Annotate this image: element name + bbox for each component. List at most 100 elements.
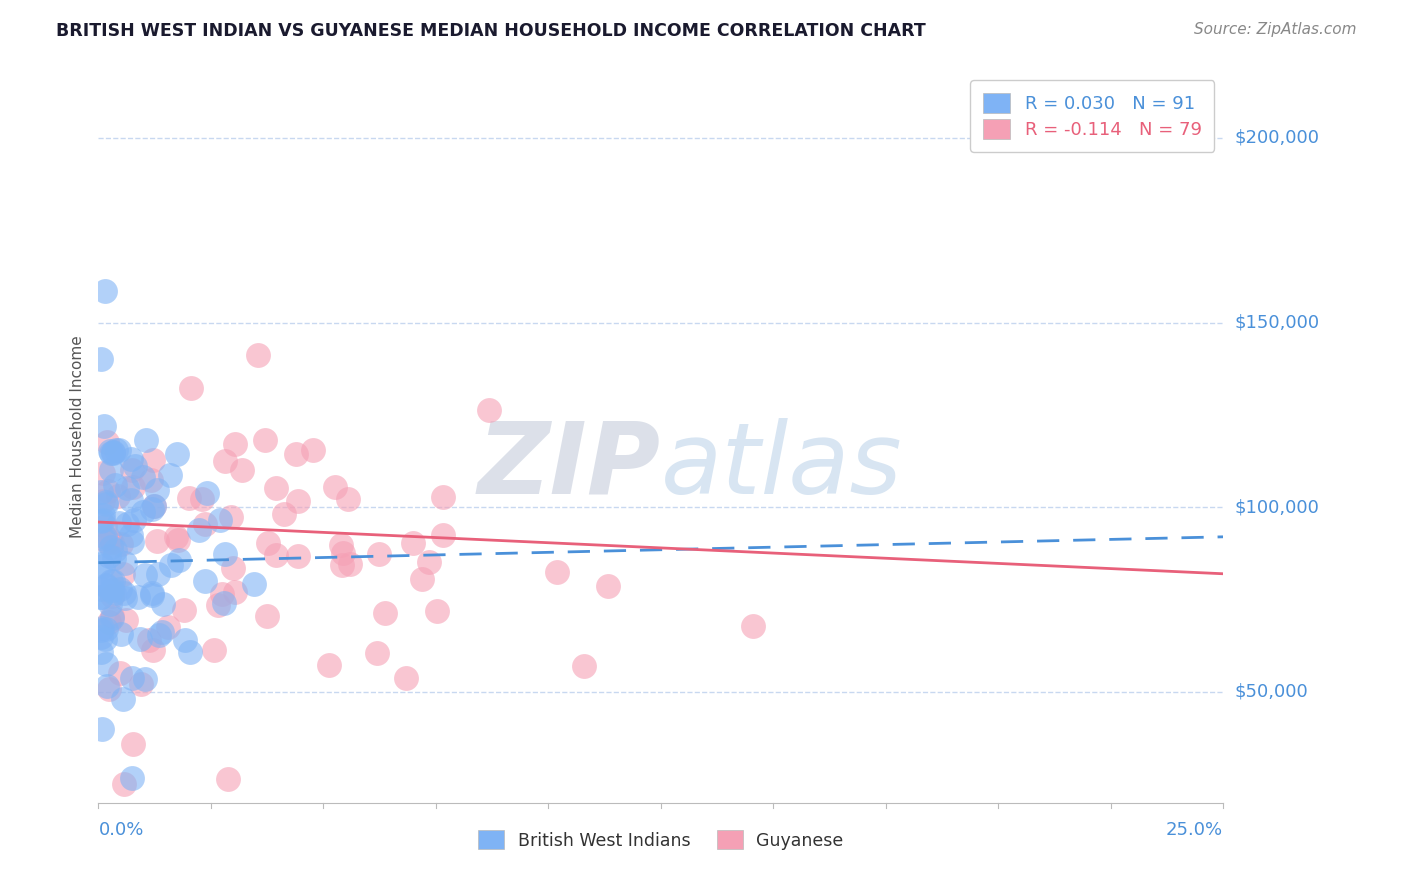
Point	[367, 547, 389, 561]
Text: ZIP: ZIP	[478, 417, 661, 515]
Point	[339, 557, 361, 571]
Point	[101, 609, 124, 624]
Point	[256, 609, 278, 624]
Point	[112, 586, 135, 600]
Point	[98, 615, 121, 630]
Text: 25.0%: 25.0%	[1166, 822, 1223, 839]
Point	[166, 447, 188, 461]
Text: BRITISH WEST INDIAN VS GUYANESE MEDIAN HOUSEHOLD INCOME CORRELATION CHART: BRITISH WEST INDIAN VS GUYANESE MEDIAN H…	[56, 22, 927, 40]
Point	[478, 402, 501, 417]
Point	[546, 566, 568, 580]
Point	[90, 591, 112, 605]
Point	[285, 446, 308, 460]
Point	[97, 483, 120, 498]
Point	[93, 632, 115, 647]
Point	[94, 622, 117, 636]
Point	[129, 677, 152, 691]
Point	[212, 596, 235, 610]
Point	[101, 444, 124, 458]
Point	[159, 468, 181, 483]
Text: $50,000: $50,000	[1234, 683, 1308, 701]
Point	[115, 481, 138, 495]
Point	[138, 632, 160, 647]
Point	[96, 434, 118, 449]
Point	[121, 772, 143, 786]
Point	[114, 591, 136, 605]
Point	[94, 578, 117, 592]
Point	[194, 574, 217, 588]
Point	[90, 582, 112, 596]
Point	[253, 434, 276, 448]
Point	[432, 490, 454, 504]
Point	[108, 442, 131, 457]
Point	[318, 657, 340, 672]
Point	[101, 610, 124, 624]
Point	[214, 548, 236, 562]
Point	[93, 518, 115, 533]
Point	[332, 545, 354, 559]
Point	[418, 555, 440, 569]
Point	[96, 578, 118, 592]
Point	[98, 681, 121, 696]
Point	[93, 532, 115, 546]
Point	[742, 618, 765, 632]
Text: $150,000: $150,000	[1234, 314, 1319, 332]
Point	[94, 497, 117, 511]
Point	[146, 534, 169, 549]
Point	[90, 514, 112, 528]
Point	[411, 572, 433, 586]
Point	[188, 523, 211, 537]
Point	[90, 484, 112, 499]
Point	[103, 550, 125, 565]
Point	[98, 532, 121, 546]
Point	[330, 558, 353, 572]
Point	[141, 501, 163, 516]
Point	[127, 591, 149, 605]
Point	[194, 516, 217, 531]
Point	[337, 491, 360, 506]
Point	[169, 553, 191, 567]
Point	[91, 559, 114, 574]
Point	[574, 659, 596, 673]
Point	[243, 576, 266, 591]
Point	[122, 737, 145, 751]
Point	[120, 452, 142, 467]
Point	[105, 442, 128, 457]
Point	[100, 463, 122, 477]
Point	[142, 643, 165, 657]
Point	[224, 437, 246, 451]
Point	[121, 671, 143, 685]
Point	[207, 598, 229, 612]
Point	[222, 560, 245, 574]
Text: Source: ZipAtlas.com: Source: ZipAtlas.com	[1194, 22, 1357, 37]
Point	[134, 672, 156, 686]
Point	[112, 777, 135, 791]
Point	[287, 549, 309, 564]
Point	[90, 621, 112, 635]
Point	[110, 537, 132, 551]
Point	[366, 646, 388, 660]
Point	[124, 458, 146, 473]
Point	[91, 722, 114, 736]
Point	[96, 534, 118, 549]
Point	[98, 549, 121, 563]
Point	[104, 542, 127, 557]
Point	[101, 589, 124, 603]
Point	[264, 481, 287, 495]
Point	[104, 478, 127, 492]
Point	[107, 516, 129, 530]
Point	[173, 603, 195, 617]
Point	[101, 574, 124, 588]
Point	[98, 597, 121, 611]
Point	[93, 284, 115, 298]
Point	[94, 529, 117, 543]
Y-axis label: Median Household Income: Median Household Income	[69, 335, 84, 539]
Point	[90, 623, 112, 637]
Point	[121, 534, 143, 549]
Point	[165, 530, 187, 544]
Point	[96, 494, 118, 508]
Text: $100,000: $100,000	[1234, 499, 1319, 516]
Point	[191, 492, 214, 507]
Point	[374, 607, 396, 621]
Point	[598, 578, 620, 592]
